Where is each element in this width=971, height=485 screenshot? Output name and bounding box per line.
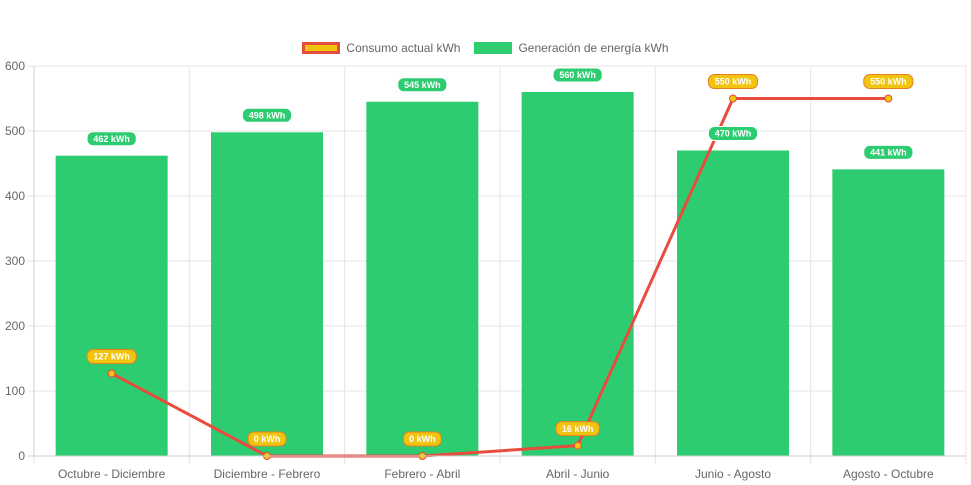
bar-value-badge (863, 144, 914, 160)
bar-value-label: 462 kWh (93, 134, 130, 144)
legend-item-consumo[interactable]: Consumo actual kWh (302, 41, 460, 55)
line-value-badge (863, 74, 914, 89)
x-tick-label: Octubre - Diciembre (58, 467, 166, 481)
bar-value-label: 560 kWh (559, 70, 596, 80)
line-value-label: 0 kWh (409, 434, 436, 444)
legend-label-consumo: Consumo actual kWh (346, 41, 461, 55)
bar-generacion (521, 92, 634, 456)
bar-value-label: 545 kWh (404, 80, 441, 90)
point-consumo (573, 441, 582, 450)
bar-generacion (832, 169, 945, 456)
bar-generacion (366, 101, 479, 456)
bar-generacion (55, 155, 168, 456)
line-value-label: 127 kWh (93, 352, 130, 362)
bar-value-label: 498 kWh (249, 111, 286, 121)
line-value-badge (247, 431, 287, 447)
bar-generacion (211, 132, 323, 457)
point-consumo (107, 369, 116, 378)
legend-swatch-generacion (474, 42, 513, 54)
y-tick-label: 500 (5, 124, 25, 138)
grid (28, 65, 967, 464)
legend-item-generacion[interactable]: Generación de energía kWh (474, 41, 669, 55)
line-value-label: 0 kWh (254, 434, 281, 444)
y-tick-label: 600 (5, 59, 25, 73)
line-value-badge (86, 348, 137, 364)
bar-value-badge (86, 131, 137, 147)
line-consumo (110, 97, 889, 458)
bars (55, 92, 945, 457)
data-labels: 462 kWh 498 kWh 545 kWh 560 kWh 470 kWh 441 k… (86, 67, 914, 447)
consumo-line-layer (107, 94, 893, 460)
bar-value-badge (707, 126, 759, 141)
line-value-badge (402, 431, 442, 447)
bar-value-badge (241, 107, 293, 123)
x-tick-label: Junio - Agosto (695, 467, 771, 481)
y-tick-label: 200 (5, 319, 25, 333)
point-consumo (729, 94, 737, 103)
axes: 0 100 200 300 400 500 600 Octubre - Diciembre Di… (5, 59, 966, 481)
line-value-label: 550 kWh (715, 77, 752, 87)
x-tick-label: Febrero - Abril (384, 467, 460, 481)
y-tick-label: 0 (18, 449, 25, 463)
bar-generacion (677, 150, 789, 456)
line-value-badge (555, 421, 600, 437)
point-consumo (884, 94, 893, 103)
legend: Consumo actual kWh Generación de energía… (0, 41, 971, 55)
bar-value-badge (397, 77, 448, 93)
x-tick-label: Agosto - Octubre (843, 467, 934, 481)
bar-value-badge (552, 67, 603, 83)
legend-label-generacion: Generación de energía kWh (518, 41, 669, 55)
y-tick-label: 400 (5, 189, 25, 203)
y-tick-label: 300 (5, 254, 25, 268)
x-tick-label: Abril - Junio (546, 467, 610, 481)
line-value-label: 550 kWh (870, 77, 907, 87)
x-tick-label: Diciembre - Febrero (214, 467, 321, 481)
y-tick-label: 100 (5, 384, 25, 398)
line-value-label: 16 kWh (562, 424, 594, 434)
line-value-badge (707, 74, 759, 89)
bar-value-label: 441 kWh (870, 148, 907, 158)
legend-swatch-consumo (302, 42, 341, 54)
bar-value-label: 470 kWh (715, 129, 752, 139)
